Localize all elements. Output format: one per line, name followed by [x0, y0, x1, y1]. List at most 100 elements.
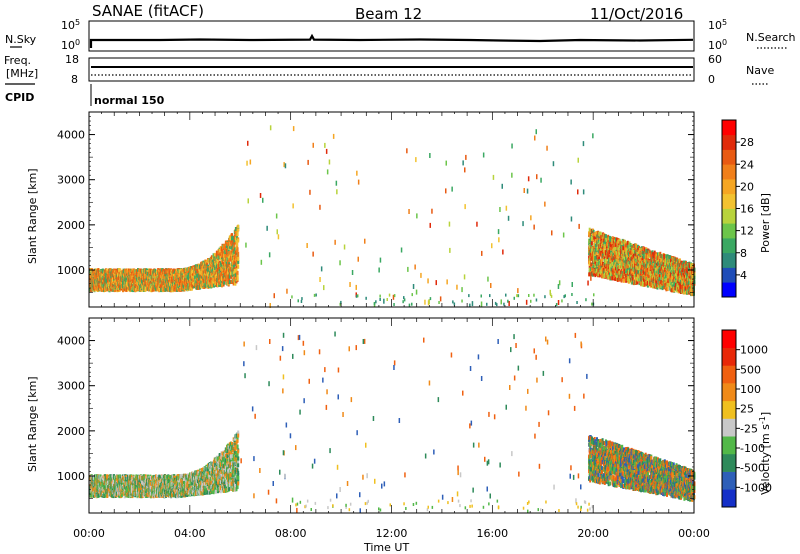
data-cell — [218, 264, 221, 269]
data-cell — [598, 273, 601, 278]
data-cell — [608, 260, 611, 265]
nave-tick-top: 60 — [708, 53, 722, 66]
data-cell — [224, 271, 227, 276]
data-cell — [165, 273, 167, 278]
data-cell — [190, 266, 193, 270]
data-cell — [175, 271, 178, 276]
data-cell — [602, 267, 605, 272]
data-cell — [230, 274, 233, 279]
data-cell — [229, 271, 232, 276]
data-cell — [236, 247, 239, 252]
data-cell — [609, 258, 612, 263]
data-cell — [634, 255, 637, 260]
data-cell — [209, 256, 212, 261]
data-cell — [230, 250, 233, 255]
data-cell — [180, 268, 183, 273]
data-cell — [221, 260, 224, 265]
data-cell — [216, 278, 219, 282]
data-cell — [196, 273, 199, 278]
data-cell — [210, 271, 213, 276]
data-cell — [589, 267, 592, 272]
data-cell — [588, 231, 591, 236]
data-cell — [629, 274, 632, 279]
data-cell — [620, 251, 623, 255]
data-cell — [593, 232, 596, 237]
data-cell — [611, 246, 614, 251]
data-cell — [622, 272, 625, 277]
data-cell — [170, 279, 173, 284]
data-cell — [643, 277, 645, 282]
data-cell — [624, 246, 627, 251]
data-cell — [636, 277, 639, 282]
data-cell — [593, 264, 596, 269]
data-cell — [596, 272, 598, 277]
data-cell — [219, 269, 222, 274]
data-cell — [636, 266, 639, 271]
data-cell — [172, 270, 175, 275]
freq-unit-label: [MHz] — [6, 67, 38, 80]
data-cell — [632, 260, 635, 265]
data-cell — [596, 260, 599, 265]
data-cell — [627, 270, 630, 275]
data-cell — [234, 236, 237, 241]
data-cell — [226, 257, 229, 262]
data-cell — [608, 235, 611, 240]
data-cell — [234, 247, 237, 252]
data-cell — [226, 249, 228, 254]
data-cell — [233, 238, 236, 243]
data-cell — [599, 232, 602, 237]
data-cell — [589, 252, 592, 257]
data-cell — [639, 259, 642, 264]
freq-strip-frame — [88, 57, 695, 82]
data-cell — [589, 246, 592, 251]
data-cell — [227, 271, 230, 276]
data-cell — [626, 250, 629, 255]
data-cell — [601, 264, 604, 269]
data-cell — [216, 252, 219, 257]
data-cell — [217, 278, 220, 283]
data-cell — [138, 268, 141, 273]
data-cell — [144, 279, 147, 284]
data-cell — [219, 253, 222, 258]
data-cell — [235, 265, 238, 270]
data-cell — [218, 266, 221, 271]
data-cell — [185, 280, 188, 285]
data-cell — [206, 262, 209, 267]
data-cell — [616, 238, 619, 243]
data-cell — [622, 278, 625, 283]
data-cell — [588, 255, 591, 260]
data-cell — [631, 254, 634, 259]
data-cell — [631, 249, 634, 254]
data-cell — [631, 279, 634, 284]
data-cell — [626, 240, 629, 245]
data-cell — [173, 287, 176, 292]
data-cell — [196, 271, 199, 276]
data-cell — [609, 263, 612, 268]
data-cell — [237, 251, 240, 256]
data-cell — [208, 258, 211, 263]
data-cell — [618, 265, 621, 269]
data-cell — [588, 267, 591, 272]
data-cell — [221, 249, 224, 254]
data-cell — [592, 252, 594, 257]
data-cell — [595, 252, 598, 257]
data-cell — [618, 243, 621, 248]
data-cell — [635, 277, 638, 282]
data-cell — [602, 265, 605, 270]
data-cell — [617, 246, 620, 251]
data-cell — [589, 262, 592, 267]
data-cell — [236, 242, 239, 247]
data-cell — [596, 240, 599, 245]
data-cell — [612, 242, 615, 246]
data-cell — [213, 272, 216, 277]
data-cell — [102, 269, 105, 274]
data-cell — [600, 240, 603, 244]
nsky-trace — [89, 33, 694, 48]
data-cell — [611, 241, 614, 246]
data-cell — [619, 256, 622, 261]
data-cell — [626, 243, 629, 248]
data-cell — [188, 277, 190, 282]
data-cell — [643, 258, 646, 263]
noise-strip: N.Sky 105 100 105 100 N.Search — [5, 18, 796, 52]
